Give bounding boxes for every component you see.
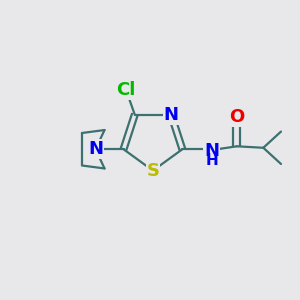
Text: N: N [88, 140, 103, 158]
Text: S: S [146, 162, 159, 180]
Text: N: N [204, 142, 219, 160]
Text: H: H [206, 153, 218, 168]
Text: Cl: Cl [116, 81, 136, 99]
Text: O: O [229, 108, 244, 126]
Text: N: N [164, 106, 178, 124]
